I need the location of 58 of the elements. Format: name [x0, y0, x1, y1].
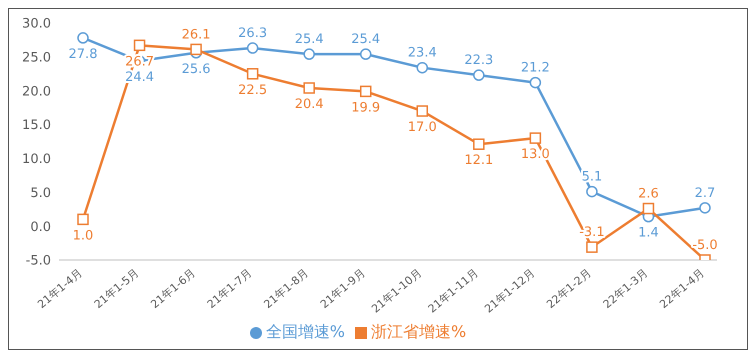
data-label: 27.8: [68, 46, 98, 62]
data-label: 1.4: [638, 226, 659, 241]
legend-label: 全国增速%: [266, 322, 345, 341]
point: [473, 138, 485, 150]
y-tick-label: 30.0: [22, 16, 51, 32]
point: [246, 68, 258, 80]
data-label: 26.1: [182, 27, 211, 42]
point: [530, 76, 542, 88]
x-tick-label: 21年1-8月: [261, 266, 312, 311]
x-tick-label: 21年1-4月: [35, 266, 85, 311]
point: [360, 48, 372, 60]
point: [586, 241, 598, 253]
point: [699, 202, 711, 214]
data-label: 25.4: [294, 32, 324, 48]
y-tick-label: 15.0: [22, 118, 51, 134]
y-tick-label: 25.0: [22, 50, 51, 66]
data-label: 20.4: [294, 97, 324, 112]
legend-label: 浙江省增速%: [371, 322, 466, 341]
x-tick-label: 22年1-4月: [657, 266, 707, 311]
data-label: 22.3: [464, 53, 494, 68]
point: [586, 186, 598, 198]
point: [77, 32, 89, 44]
point: [416, 105, 428, 117]
point: [134, 40, 146, 52]
data-label: 12.1: [464, 153, 494, 168]
point: [303, 82, 315, 94]
data-label: -5.0: [692, 238, 718, 253]
y-tick-label: 0.0: [30, 220, 51, 235]
x-tick-label: 22年1-3月: [600, 266, 650, 311]
data-label: 23.4: [408, 46, 437, 61]
data-label: 21.2: [520, 60, 550, 76]
data-label: 22.5: [238, 82, 268, 98]
x-tick-label: 21年1-7月: [204, 266, 255, 311]
point: [642, 202, 654, 214]
point: [416, 62, 428, 74]
y-tick-label: 5.0: [30, 186, 51, 201]
point: [303, 48, 315, 60]
data-label: 19.9: [351, 100, 380, 116]
data-label: 25.6: [182, 62, 211, 77]
x-tick-label: 21年1-5月: [92, 266, 142, 311]
data-label: 17.0: [408, 120, 437, 136]
y-tick-label: -5.0: [26, 254, 51, 269]
point: [77, 214, 89, 226]
point: [190, 44, 202, 56]
data-label: 2.6: [638, 186, 659, 202]
x-tick-label: 22年1-2月: [544, 266, 594, 311]
y-tick-label: 20.0: [22, 84, 51, 100]
point: [360, 86, 372, 98]
point: [246, 42, 258, 54]
x-tick-label: 21年1-9月: [318, 266, 368, 311]
x-tick-label: 21年1-6月: [148, 266, 198, 311]
point: [473, 69, 485, 81]
data-label: 1.0: [72, 228, 94, 244]
data-label: 25.4: [351, 32, 380, 48]
data-label: 2.7: [694, 186, 716, 201]
data-label: 26.3: [238, 26, 268, 42]
y-tick-label: 10.0: [22, 152, 51, 168]
point: [530, 132, 542, 144]
